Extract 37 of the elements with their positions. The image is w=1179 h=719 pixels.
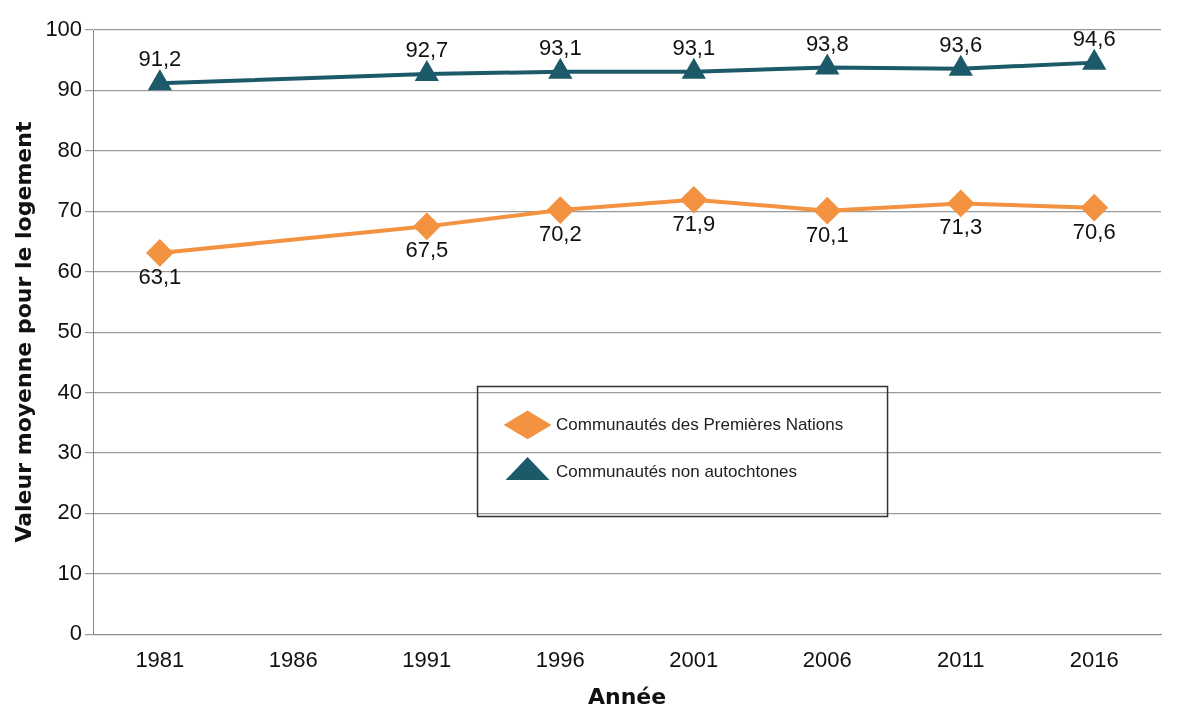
y-tick-label: 50: [57, 318, 83, 344]
data-label: 93,1: [538, 34, 582, 60]
data-label: 93,8: [805, 30, 849, 56]
data-label: 70,6: [1072, 218, 1116, 244]
y-tick-label: 20: [57, 499, 83, 525]
data-label: 71,9: [672, 210, 716, 236]
x-tick-label: 2011: [937, 647, 985, 673]
data-label: 63,1: [138, 264, 182, 290]
y-tick-label: 0: [69, 620, 83, 646]
y-tick-label: 60: [57, 257, 83, 283]
x-tick-label: 2001: [669, 647, 719, 673]
data-label: 94,6: [1072, 25, 1116, 51]
legend-label: Communautés des Premières Nations: [556, 414, 844, 434]
y-tick-label: 100: [45, 16, 83, 42]
x-axis-title: Année: [587, 683, 667, 709]
data-label: 91,2: [138, 46, 182, 72]
x-tick-label: 2006: [802, 647, 852, 673]
y-tick-label: 10: [57, 559, 83, 585]
y-tick-label: 30: [57, 439, 83, 464]
data-label: 70,1: [805, 221, 849, 247]
x-tick-label: 1996: [535, 647, 585, 673]
x-tick-label: 1981: [135, 647, 185, 673]
data-label: 92,7: [405, 37, 449, 63]
data-label: 67,5: [405, 237, 449, 263]
data-label: 70,2: [538, 221, 582, 247]
data-label: 93,6: [939, 31, 983, 57]
x-tick-label: 1986: [268, 647, 318, 673]
x-tick-label: 2016: [1069, 647, 1119, 673]
data-label: 93,1: [672, 34, 716, 60]
data-label: 71,3: [939, 214, 983, 240]
y-tick-label: 90: [57, 76, 83, 102]
y-tick-label: 70: [57, 197, 83, 223]
y-axis-title: Valeur moyenne pour le logement: [10, 121, 36, 543]
y-tick-label: 40: [57, 378, 83, 404]
y-tick-label: 80: [57, 136, 83, 162]
legend-label: Communautés non autochtones: [556, 461, 798, 481]
x-tick-label: 1991: [402, 647, 452, 673]
